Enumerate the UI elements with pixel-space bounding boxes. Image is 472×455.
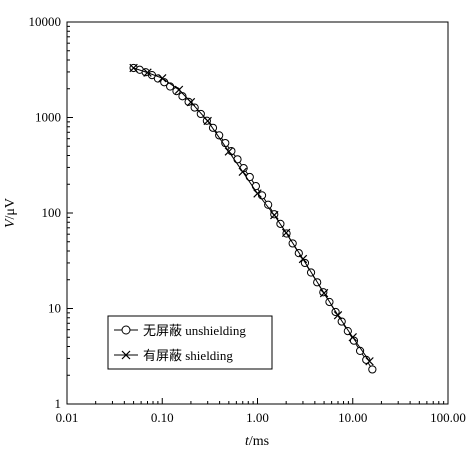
y-axis-label: V/μV	[3, 198, 18, 228]
data-point-x	[298, 254, 308, 264]
data-point-x	[203, 116, 212, 126]
data-point-x	[129, 63, 138, 73]
legend-entry-unshielding: 无屏蔽 unshielding	[114, 323, 246, 338]
plot-frame	[66, 21, 449, 405]
data-point-circle	[190, 103, 199, 112]
legend-box	[107, 315, 273, 370]
y-tick-label: 10000	[29, 14, 62, 29]
legend-label-shielding: 有屏蔽 shielding	[143, 348, 233, 363]
data-point-circle	[368, 365, 377, 374]
data-point-circle	[349, 336, 359, 345]
x-tick-label: 0.10	[151, 410, 174, 425]
x-tick-label: 100.00	[430, 410, 466, 425]
data-point-x	[174, 85, 184, 95]
ticks: 0.01 0.10 1.00 10.00 100.00 1 10 100 1000 10000	[29, 14, 466, 425]
legend-entry-shielding: 有屏蔽 shielding	[114, 348, 233, 363]
x-tick-label: 10.00	[338, 410, 367, 425]
data-point-circle	[233, 155, 242, 164]
x-tick-label: 0.01	[56, 410, 79, 425]
data-point-circle	[264, 200, 273, 209]
y-tick-label: 100	[42, 205, 62, 220]
data-point-x	[270, 210, 279, 220]
data-point-circle	[245, 172, 254, 182]
y-tick-label: 1	[55, 396, 62, 411]
data-point-circle	[215, 131, 224, 140]
y-tick-label: 1000	[35, 110, 61, 125]
data-point-x	[365, 357, 374, 366]
data-point-x	[238, 167, 247, 177]
data-point-x	[333, 311, 343, 320]
data-point-x	[253, 189, 262, 198]
data-point-circle	[251, 182, 260, 191]
data-point-x	[319, 288, 329, 298]
data-point-x	[186, 97, 196, 107]
data-point-x	[143, 68, 152, 77]
data-point-x	[158, 73, 167, 83]
series-line	[133, 67, 370, 362]
legend: 无屏蔽 unshielding 有屏蔽 shielding	[107, 315, 273, 370]
legend-label-unshielding: 无屏蔽 unshielding	[143, 323, 246, 338]
series-shielding	[129, 63, 374, 366]
legend-marker-unshielding	[121, 325, 131, 335]
legend-marker-shielding	[121, 350, 131, 360]
data-point-circle	[184, 97, 193, 106]
x-axis-label: t/ms	[245, 434, 269, 449]
series-layer	[129, 63, 377, 374]
y-tick-label: 10	[48, 301, 61, 316]
data-point-x	[224, 147, 234, 156]
x-tick-label: 1.00	[246, 410, 269, 425]
data-point-x	[281, 228, 291, 238]
data-point-x	[348, 333, 357, 342]
